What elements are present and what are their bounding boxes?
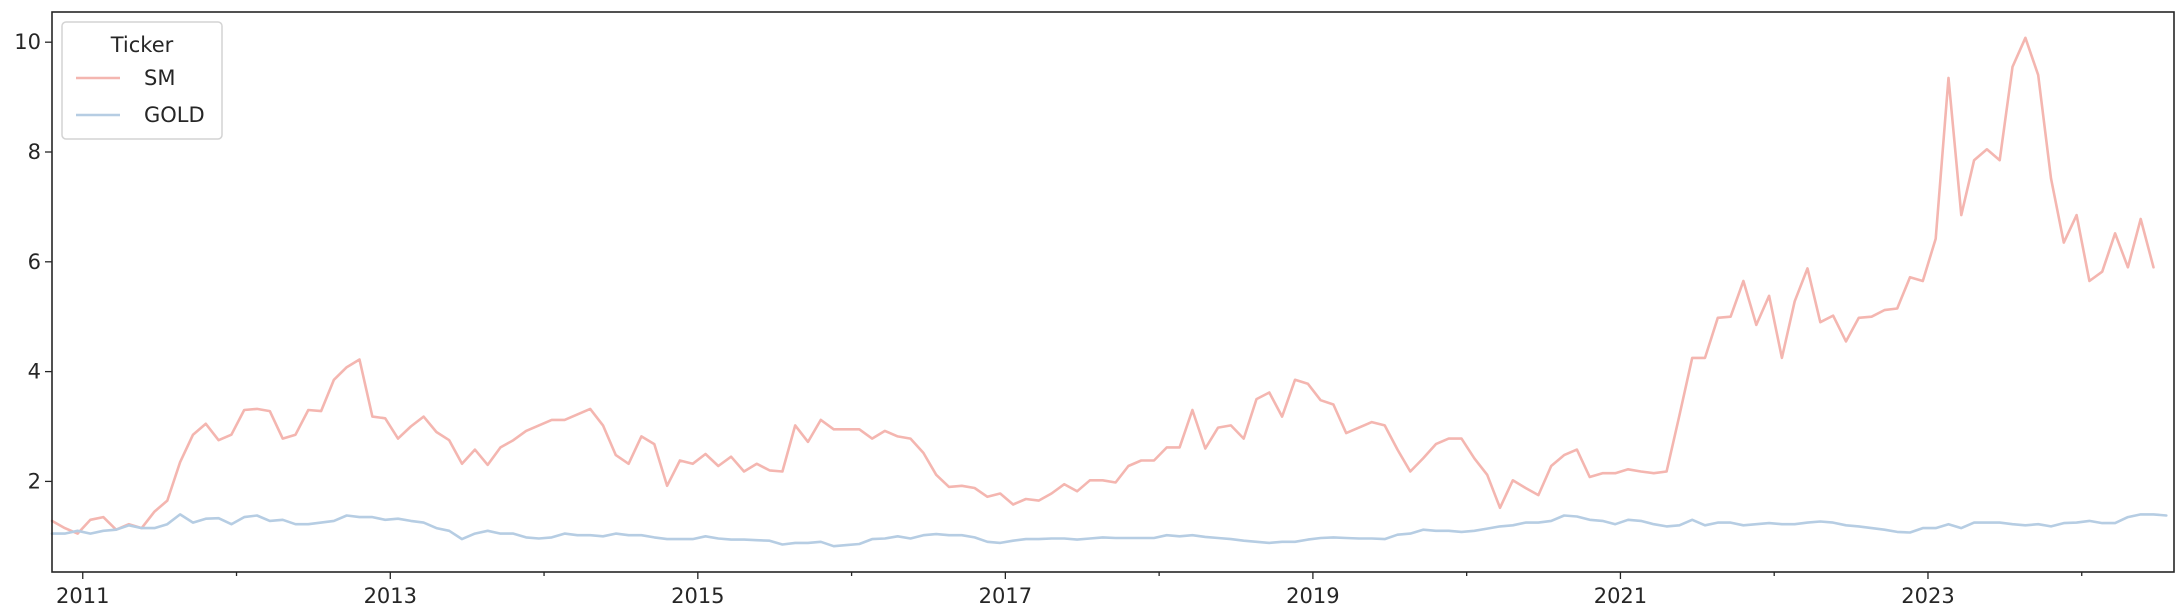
x-tick-label: 2017 (979, 584, 1032, 608)
y-tick-label: 6 (28, 250, 41, 274)
legend-label-gold: GOLD (144, 103, 205, 127)
series-line-gold (50, 513, 2168, 548)
y-tick-label: 2 (28, 469, 41, 493)
y-tick-label: 4 (28, 360, 41, 384)
x-tick-label: 2015 (671, 584, 724, 608)
legend-label-sm: SM (144, 66, 175, 90)
legend: Ticker SM GOLD (61, 21, 223, 140)
plot-area (52, 12, 2174, 572)
legend-title: Ticker (110, 33, 174, 57)
series-lines (50, 36, 2168, 548)
y-axis: 2 4 6 8 10 (14, 30, 52, 493)
series-line-sm (50, 36, 2155, 535)
legend-box (61, 21, 223, 140)
y-tick-label: 10 (14, 30, 41, 54)
x-tick-label: 2011 (56, 584, 109, 608)
x-tick-label: 2013 (364, 584, 417, 608)
y-tick-label: 8 (28, 140, 41, 164)
x-tick-label: 2023 (1901, 584, 1954, 608)
x-tick-label: 2021 (1594, 584, 1647, 608)
x-tick-label: 2019 (1286, 584, 1339, 608)
x-axis: 2011 2013 2015 2017 2019 2021 2023 (56, 572, 2083, 608)
plot-frame (51, 11, 2175, 573)
